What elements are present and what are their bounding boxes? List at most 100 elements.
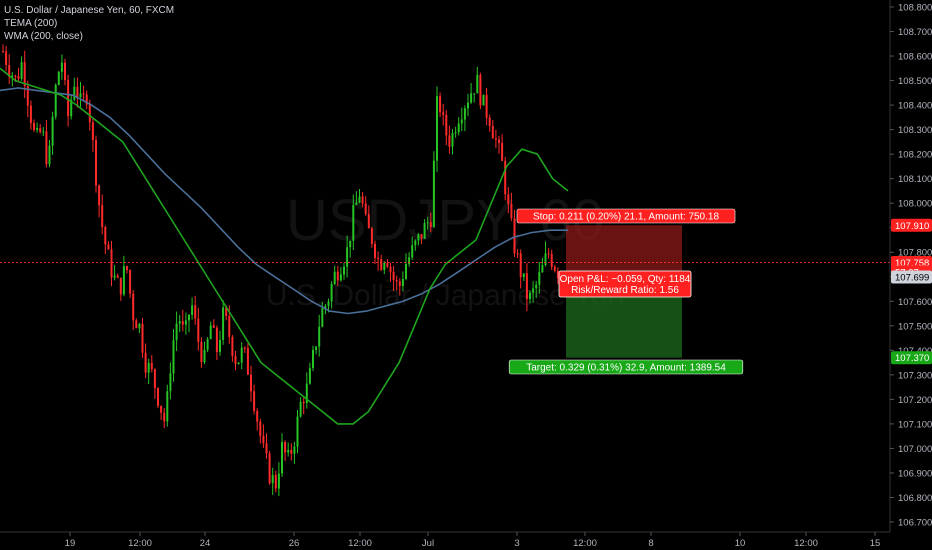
legend-symbol: U.S. Dollar / Japanese Yen, 60, FXCM xyxy=(4,5,175,16)
candle-body xyxy=(209,325,212,340)
candle-body xyxy=(138,323,141,329)
candle-body xyxy=(175,323,178,341)
stop-zone xyxy=(566,225,682,278)
candle-body xyxy=(476,74,479,94)
candle-body xyxy=(82,93,85,95)
x-tick-label: 8 xyxy=(648,538,653,549)
candle-body xyxy=(23,62,26,87)
candle-body xyxy=(463,108,466,120)
candle-body xyxy=(243,347,246,349)
candle-body xyxy=(315,346,318,350)
candle-body xyxy=(417,234,420,241)
candle-body xyxy=(85,94,88,105)
price-tag-label: 107.370 xyxy=(895,353,929,364)
candle-body xyxy=(510,203,513,219)
candle-body xyxy=(312,349,314,369)
candle-body xyxy=(367,214,370,229)
target-label-box xyxy=(508,359,744,375)
candle-body xyxy=(54,84,57,117)
candle-body xyxy=(460,119,463,124)
candle-body xyxy=(525,273,528,300)
y-tick-label: 107.200 xyxy=(898,395,932,406)
candle-body xyxy=(57,71,60,85)
candle-body xyxy=(398,281,401,286)
candle-body xyxy=(259,421,262,436)
candle-body xyxy=(237,362,240,365)
candle-body xyxy=(485,94,488,118)
candle-body xyxy=(550,254,553,267)
candle-body xyxy=(250,374,252,392)
candle-body xyxy=(352,204,355,241)
candle-body xyxy=(147,362,150,373)
candle-body xyxy=(374,243,376,258)
candle-body xyxy=(482,94,485,106)
candle-body xyxy=(442,112,445,115)
pnl-box xyxy=(558,270,692,298)
candle-body xyxy=(346,247,349,267)
candle-body xyxy=(349,240,352,248)
candle-body xyxy=(386,262,389,267)
candle-body xyxy=(504,160,507,195)
candle-body xyxy=(389,266,392,272)
candle-body xyxy=(20,62,23,79)
candle-body xyxy=(377,257,380,260)
candle-body xyxy=(178,321,181,324)
candle-body xyxy=(470,93,473,103)
y-tick-label: 107.000 xyxy=(898,444,932,455)
candle-body xyxy=(8,64,11,77)
candle-body xyxy=(191,305,194,315)
candle-body xyxy=(364,203,367,215)
price-tag-label: 107.758 xyxy=(895,258,929,269)
legend-tema: TEMA (200) xyxy=(4,18,58,29)
candle-body xyxy=(160,405,163,413)
x-tick-label: 19 xyxy=(65,538,76,549)
candle-body xyxy=(262,435,265,444)
x-tick-label: 10 xyxy=(735,538,746,549)
candle-body xyxy=(305,383,308,404)
candle-body xyxy=(454,132,457,134)
candle-body xyxy=(445,114,448,136)
candle-body xyxy=(429,222,432,227)
y-tick-label: 108.300 xyxy=(898,125,932,136)
candle-body xyxy=(215,327,218,352)
candle-body xyxy=(126,266,128,271)
y-tick-label: 108.100 xyxy=(898,174,932,185)
candle-body xyxy=(188,314,190,321)
candle-body xyxy=(163,412,166,422)
candle-body xyxy=(547,253,550,255)
candle-body xyxy=(144,352,147,373)
pnl-line1: Open P&L: −0.059, Qty: 1184 xyxy=(560,274,691,285)
candle-body xyxy=(104,227,107,245)
candle-body xyxy=(200,341,203,363)
candle-body xyxy=(228,316,231,337)
y-tick-label: 106.900 xyxy=(898,468,932,479)
candle-body xyxy=(296,416,299,447)
candle-body xyxy=(70,99,73,117)
candle-body xyxy=(26,86,29,106)
y-tick-label: 108.600 xyxy=(898,52,932,63)
candle-body xyxy=(157,388,159,406)
candle-body xyxy=(141,323,144,353)
candle-body xyxy=(494,138,497,140)
price-tag xyxy=(891,270,932,284)
candle-body xyxy=(308,368,311,384)
price-tag-label: 107.699 xyxy=(895,273,929,284)
x-tick-label: 12:00 xyxy=(794,538,818,549)
y-tick-label: 108.800 xyxy=(898,3,932,14)
candle-body xyxy=(79,93,82,98)
candle-body xyxy=(277,473,280,489)
candle-body xyxy=(36,128,39,130)
candle-body xyxy=(64,62,66,81)
candle-body xyxy=(184,320,187,325)
candle-body xyxy=(225,307,228,317)
candle-body xyxy=(339,274,342,281)
x-tick-label: 12:00 xyxy=(128,538,152,549)
y-tick-label: 107.500 xyxy=(898,321,932,332)
candle-body xyxy=(172,340,175,374)
candle-body xyxy=(516,253,519,255)
candle-body xyxy=(95,140,97,186)
candle-body xyxy=(212,325,215,328)
candle-body xyxy=(426,222,429,224)
